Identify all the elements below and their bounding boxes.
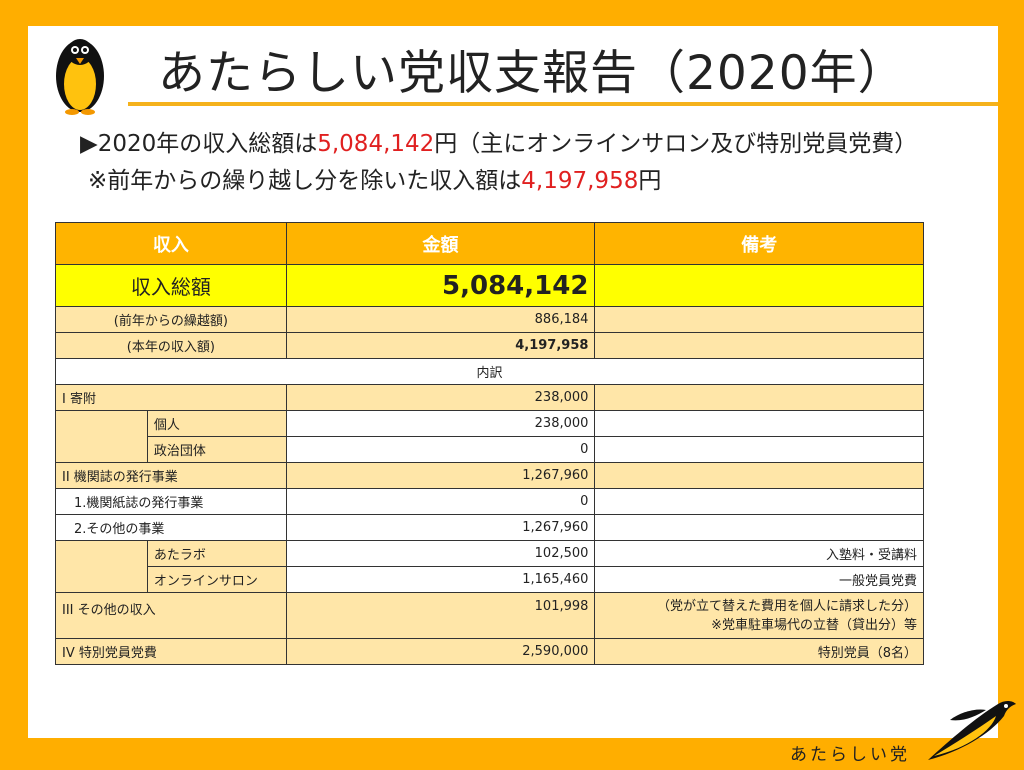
special-label: IV 特別党員党費 bbox=[55, 638, 287, 665]
publication-amount: 1,267,960 bbox=[285, 462, 596, 489]
publication-label: II 機関誌の発行事業 bbox=[55, 462, 287, 489]
total-amount-highlight: 5,084,142 bbox=[317, 131, 435, 157]
donation-label: I 寄附 bbox=[55, 384, 287, 411]
total-amount: 5,084,142 bbox=[285, 264, 596, 307]
summary-line-net: ※前年からの繰り越し分を除いた収入額は4,197,958円 bbox=[88, 168, 662, 194]
publication-sub2-label: 2.その他の事業 bbox=[55, 514, 287, 541]
table-header-row: 収入 金額 備考 bbox=[55, 222, 924, 265]
current-note bbox=[594, 332, 924, 359]
donation-item-amount: 238,000 bbox=[285, 410, 596, 437]
table-row: 個人 238,000 bbox=[55, 410, 924, 463]
table-row-publication: II 機関誌の発行事業 1,267,960 bbox=[55, 462, 924, 489]
net-amount-highlight: 4,197,958 bbox=[521, 168, 639, 194]
indent-cell bbox=[55, 410, 148, 463]
table-row-current: (本年の収入額) 4,197,958 bbox=[55, 332, 924, 359]
table-row-carryover: (前年からの繰越額) 886,184 bbox=[55, 306, 924, 333]
footer-logo-text: あたらしい党 bbox=[790, 745, 910, 765]
carryover-amount: 886,184 bbox=[285, 306, 596, 333]
table-row-special: IV 特別党員党費 2,590,000 特別党員（8名） bbox=[55, 638, 924, 665]
publication-sub2-note bbox=[594, 514, 924, 541]
header-notes: 備考 bbox=[594, 222, 924, 265]
header-income: 収入 bbox=[55, 222, 287, 265]
special-note: 特別党員（8名） bbox=[594, 638, 924, 665]
breakdown-label: 内訳 bbox=[55, 358, 924, 385]
publication-sub1-label: 1.機関紙誌の発行事業 bbox=[55, 488, 287, 515]
publication-item-amount: 102,500 bbox=[285, 540, 596, 567]
table-row-donation: I 寄附 238,000 bbox=[55, 384, 924, 411]
carryover-note bbox=[594, 306, 924, 333]
other-amount: 101,998 bbox=[285, 592, 596, 639]
table-row-breakdown: 内訳 bbox=[55, 358, 924, 385]
publication-note bbox=[594, 462, 924, 489]
header-amount: 金額 bbox=[285, 222, 596, 265]
indent-cell bbox=[55, 540, 148, 593]
publication-sub1-amount: 0 bbox=[285, 488, 596, 515]
donation-amount: 238,000 bbox=[285, 384, 596, 411]
publication-sub2-amount: 1,267,960 bbox=[285, 514, 596, 541]
table-row: オンラインサロン 1,165,460 一般党員党費 bbox=[56, 566, 924, 593]
donation-note bbox=[594, 384, 924, 411]
publication-item-amount: 1,165,460 bbox=[285, 566, 596, 593]
current-label: (本年の収入額) bbox=[55, 332, 287, 359]
table-row: あたラボ 102,500 入塾料・受講料 bbox=[55, 540, 924, 593]
penguin-logo-icon bbox=[928, 701, 1016, 760]
other-label: III その他の収入 bbox=[55, 592, 287, 639]
special-amount: 2,590,000 bbox=[285, 638, 596, 665]
title-underline bbox=[128, 102, 998, 106]
page-title: あたらしい党収支報告（2020年） bbox=[158, 46, 906, 101]
table-row-total: 収入総額 5,084,142 bbox=[55, 264, 924, 307]
publication-sub1-note bbox=[594, 488, 924, 515]
publication-item-label: あたラボ bbox=[146, 540, 287, 567]
total-label: 収入総額 bbox=[55, 264, 287, 307]
total-note bbox=[594, 264, 924, 307]
other-note-line2: ※党車駐車場代の立替（貸出分）等 bbox=[711, 617, 917, 633]
other-note: （党が立て替えた費用を個人に請求した分） ※党車駐車場代の立替（貸出分）等 bbox=[594, 592, 924, 639]
table-row-other: III その他の収入 101,998 （党が立て替えた費用を個人に請求した分） … bbox=[55, 592, 924, 639]
summary-line-total: ▶2020年の収入総額は5,084,142円（主にオンラインサロン及び特別党員党… bbox=[80, 131, 918, 157]
donation-item-note bbox=[594, 410, 924, 437]
donation-item-label: 個人 bbox=[146, 410, 287, 437]
donation-item-amount: 0 bbox=[285, 436, 596, 463]
other-note-line1: （党が立て替えた費用を個人に請求した分） bbox=[656, 598, 917, 614]
income-table: 収入 金額 備考 収入総額 5,084,142 (前年からの繰越額) 886,1… bbox=[55, 222, 924, 665]
donation-item-note bbox=[594, 436, 924, 463]
table-row: 1.機関紙誌の発行事業 0 bbox=[55, 488, 924, 515]
publication-item-note: 一般党員党費 bbox=[594, 566, 924, 593]
carryover-label: (前年からの繰越額) bbox=[55, 306, 287, 333]
publication-item-label: オンラインサロン bbox=[146, 566, 287, 593]
slide-content: あたらしい党収支報告（2020年） ▶2020年の収入総額は5,084,142円… bbox=[28, 26, 998, 738]
current-amount: 4,197,958 bbox=[285, 332, 596, 359]
table-row: 政治団体 0 bbox=[56, 436, 924, 463]
publication-item-note: 入塾料・受講料 bbox=[594, 540, 924, 567]
donation-item-label: 政治団体 bbox=[146, 436, 287, 463]
penguin-mascot-icon bbox=[56, 39, 104, 115]
table-row: 2.その他の事業 1,267,960 bbox=[55, 514, 924, 541]
